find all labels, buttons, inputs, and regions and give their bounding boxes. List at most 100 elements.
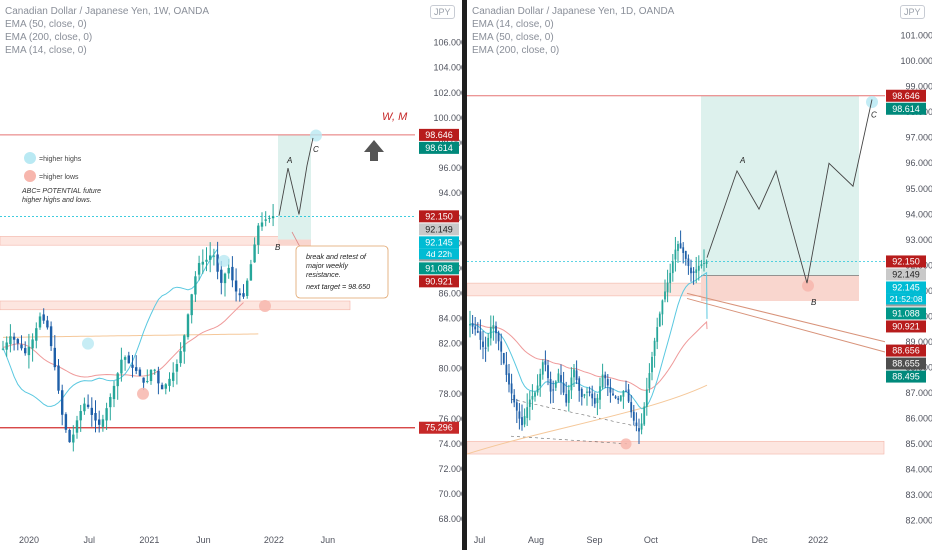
daily-candle [523, 408, 526, 428]
weekly-candle [135, 355, 138, 375]
panel-divider[interactable] [462, 0, 467, 550]
daily-chart-canvas[interactable]: ABC101.000100.00099.00098.00097.00096.00… [467, 0, 932, 550]
daily-currency-badge[interactable]: JPY [900, 5, 925, 19]
daily-candle [502, 352, 505, 365]
weekly-higher-high-marker [82, 337, 94, 350]
weekly-chart-title: Canadian Dollar / Japanese Yen, 1W, OAND… [5, 6, 210, 17]
daily-price-label-text: 88.656 [892, 346, 920, 356]
weekly-candle [205, 247, 208, 272]
daily-candle [643, 402, 646, 427]
daily-candle [489, 315, 492, 346]
daily-candle [606, 374, 609, 397]
weekly-callout-box [295, 245, 389, 299]
weekly-price-tick-label: 104.000 [433, 63, 462, 73]
daily-candle [661, 299, 664, 326]
weekly-candle [231, 256, 234, 288]
daily-candle [664, 279, 666, 303]
daily-price-label: 88.655 [886, 357, 926, 370]
weekly-stop-box [278, 239, 311, 246]
weekly-candle [223, 272, 227, 297]
daily-candle [474, 317, 477, 336]
weekly-time-tick-label: 2021 [139, 535, 159, 545]
weekly-candle [83, 397, 86, 415]
daily-candle [482, 330, 484, 360]
weekly-indicator-ema50[interactable]: EMA (50, close, 0) [5, 19, 87, 30]
weekly-indicator-ema200[interactable]: EMA (200, close, 0) [5, 32, 93, 43]
daily-candle [497, 330, 500, 351]
weekly-candle [153, 368, 156, 375]
daily-indicator-ema200[interactable]: EMA (200, close, 0) [472, 45, 560, 56]
weekly-chart-panel[interactable]: A B C =higher highs =higher lows ABC= POTENTI… [0, 0, 462, 550]
daily-price-label: 92.149 [886, 268, 926, 281]
daily-candle [583, 393, 586, 399]
daily-trendline-lower [510, 435, 628, 445]
daily-legend: Canadian Dollar / Japanese Yen, 1D, OAND… [472, 5, 674, 57]
weekly-candle [164, 383, 167, 395]
daily-time-tick-label: Sep [586, 535, 602, 545]
daily-candle [580, 387, 583, 406]
weekly-callout-pointer [291, 231, 301, 248]
daily-chart-panel[interactable]: ABC101.000100.00099.00098.00097.00096.00… [467, 0, 932, 550]
daily-candle [609, 378, 612, 403]
weekly-price-label: 75.296 [419, 421, 459, 434]
weekly-candle [168, 372, 171, 392]
weekly-candle [271, 204, 275, 227]
daily-candle [614, 395, 617, 400]
daily-time-axis: Jul Aug Sep Oct Dec 2022 [474, 535, 828, 545]
daily-candle [515, 398, 518, 424]
daily-candle [510, 373, 513, 404]
daily-indicator-ema14[interactable]: EMA (14, close, 0) [472, 19, 554, 30]
daily-ema200-line [467, 384, 708, 455]
weekly-price-label: 92.150 [419, 210, 459, 223]
daily-candle [645, 377, 648, 416]
weekly-chart-canvas[interactable]: A B C =higher highs =higher lows ABC= POTENTI… [0, 0, 462, 550]
weekly-price-tick-label: 94.000 [438, 188, 462, 198]
daily-candle [562, 371, 565, 396]
daily-candle [479, 319, 482, 350]
daily-candle [505, 351, 508, 382]
daily-candle [640, 413, 643, 435]
weekly-price-label-text: 75.296 [425, 423, 453, 433]
weekly-price-tick-label: 80.000 [438, 364, 462, 374]
weekly-indicator-ema14[interactable]: EMA (14, close, 0) [5, 45, 87, 56]
weekly-price-tick-label: 96.000 [438, 163, 462, 173]
weekly-candle [75, 415, 79, 439]
daily-candle [541, 359, 544, 380]
daily-candle [635, 412, 638, 432]
daily-projection-ray [686, 292, 886, 343]
weekly-candle [234, 268, 238, 302]
weekly-candle [264, 211, 267, 227]
weekly-price-tick-label: 76.000 [438, 414, 462, 424]
daily-price-label-text: 92.150 [892, 256, 920, 266]
daily-price-label-text: 91.088 [892, 308, 920, 318]
daily-candle [586, 387, 588, 406]
daily-chart-title: Canadian Dollar / Japanese Yen, 1D, OAND… [472, 6, 675, 17]
weekly-abc-projection [278, 137, 314, 216]
daily-ema50-line [469, 320, 708, 391]
weekly-candle [257, 223, 260, 254]
daily-price-label-text: 98.646 [892, 91, 920, 101]
daily-candle [692, 267, 695, 285]
daily-candle [567, 384, 570, 412]
weekly-candle [109, 393, 112, 421]
weekly-candle [157, 366, 160, 395]
daily-candle [682, 242, 685, 264]
daily-candle [549, 371, 552, 404]
daily-indicator-ema50[interactable]: EMA (50, close, 0) [472, 32, 554, 43]
weekly-candle [79, 404, 82, 432]
daily-candle [539, 368, 542, 397]
daily-support-zone [467, 440, 885, 455]
weekly-price-label: 92.149 [419, 223, 459, 236]
weekly-currency-badge[interactable]: JPY [430, 5, 455, 19]
weekly-price-label: 92.145 [419, 236, 459, 249]
weekly-candle [268, 215, 271, 223]
daily-candle [658, 311, 661, 327]
weekly-abc-note: higher highs and lows. [22, 197, 92, 204]
weekly-price-tick-label: 70.000 [438, 489, 462, 499]
daily-candle [638, 418, 640, 444]
weekly-candle [94, 400, 97, 433]
weekly-wave-label-a: A [286, 156, 292, 165]
weekly-countdown-text: 4d 22h [426, 249, 452, 259]
daily-higher-low-marker [620, 438, 632, 450]
daily-candle [484, 336, 487, 362]
